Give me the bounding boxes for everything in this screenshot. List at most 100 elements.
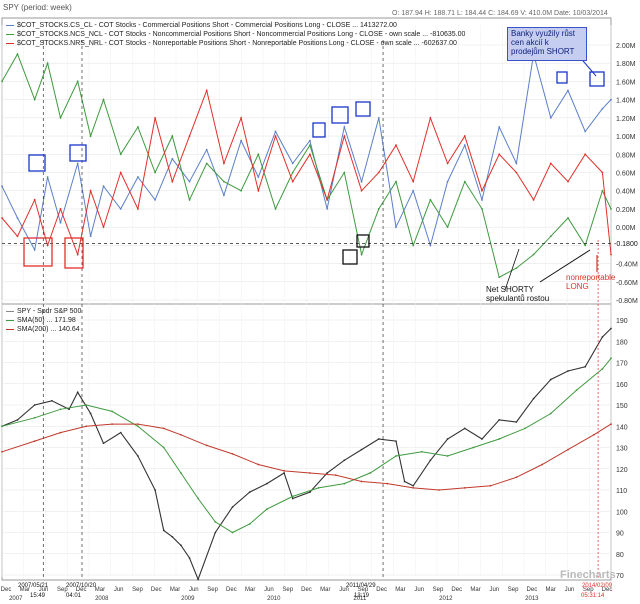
data-point [33, 416, 36, 419]
data-point [89, 189, 92, 192]
data-point [231, 531, 234, 534]
data-point [567, 217, 569, 219]
date-label-4: 2014/02/09 [582, 583, 613, 589]
y-tick-label: 130 [616, 446, 628, 453]
y-tick-label: 0.40M [616, 189, 636, 196]
x-month-label: Dec [602, 587, 613, 593]
x-month-label: Dec [301, 587, 312, 593]
data-point [59, 431, 62, 434]
data-point [524, 427, 526, 430]
x-year-label: 2009 [181, 596, 195, 602]
x-month-label: Mar [545, 587, 555, 593]
x-year-label: 2011 [353, 596, 367, 602]
data-point [463, 135, 466, 137]
data-point [377, 438, 380, 440]
data-point [472, 446, 475, 449]
data-point [515, 171, 518, 174]
time-label-2: 04:01 [66, 593, 82, 599]
data-point [16, 235, 19, 238]
data-point [188, 180, 191, 183]
data-point [317, 486, 320, 489]
data-point [154, 489, 157, 491]
highlight-box [589, 71, 605, 87]
x-month-label: Mar [170, 587, 180, 593]
data-point [46, 62, 49, 65]
data-point [223, 162, 225, 165]
data-point [446, 226, 449, 229]
data-point [231, 506, 234, 508]
data-point [515, 162, 518, 165]
data-point [549, 412, 552, 415]
x-month-label: Sep [207, 587, 218, 593]
data-point [532, 253, 535, 256]
x-year-label: 2013 [525, 596, 539, 602]
data-point [549, 116, 552, 119]
data-point [412, 486, 415, 489]
data-point [360, 480, 363, 483]
highlight-box [23, 237, 53, 267]
y-tick-label: 100 [616, 509, 628, 516]
data-point [610, 98, 612, 101]
x-month-label: Mar [20, 587, 30, 593]
highlight-box [28, 154, 46, 172]
data-point [498, 438, 501, 440]
y-tick-label: -0.60M [616, 280, 638, 287]
data-point [412, 180, 415, 183]
x-month-label: Sep [433, 587, 444, 593]
data-point [567, 89, 569, 92]
data-point [395, 180, 397, 183]
data-point [592, 433, 595, 436]
data-point [205, 444, 208, 447]
data-point [102, 226, 105, 229]
y-tick-label: 1.80M [616, 61, 636, 68]
data-point [291, 180, 294, 183]
data-point [601, 107, 604, 110]
data-point [377, 208, 380, 210]
data-point [59, 221, 62, 224]
data-point [309, 472, 311, 474]
legend-item-spy: SPY - Spdr S&P 500 [6, 307, 81, 316]
watermark: Finecharts [560, 569, 616, 581]
legend-label: SMA(200) ... 140.64 [17, 326, 80, 333]
data-point [274, 135, 277, 137]
data-point [76, 80, 79, 83]
data-point [584, 365, 587, 368]
data-point [1, 185, 3, 188]
x-month-label: Dec [151, 587, 162, 593]
data-point [463, 486, 466, 489]
data-point [360, 189, 363, 192]
data-point [420, 450, 423, 453]
data-point [231, 452, 234, 455]
data-point [33, 98, 36, 101]
x-month-label: Sep [583, 587, 594, 593]
time-label-3: 13:19 [354, 593, 370, 599]
data-point [1, 217, 3, 219]
data-point [403, 480, 406, 483]
data-point [137, 208, 139, 210]
data-point [395, 455, 397, 457]
data-point [137, 423, 139, 426]
data-point [309, 153, 311, 156]
data-point [214, 531, 217, 534]
data-point [412, 189, 415, 192]
y-tick-label: 1.20M [616, 116, 636, 123]
data-point [463, 144, 466, 147]
data-point [197, 497, 200, 500]
data-point [549, 378, 552, 381]
x-month-label: Jun [414, 587, 424, 593]
banks-note-box: Banky využily růst cen akcií k prodejům … [507, 27, 587, 61]
data-point [481, 438, 483, 440]
data-point [446, 438, 449, 440]
highlight-box [342, 249, 358, 265]
data-point [377, 171, 380, 174]
data-point [584, 153, 587, 156]
data-point [429, 198, 432, 201]
data-point [601, 336, 604, 338]
x-month-label: Sep [282, 587, 293, 593]
data-point [412, 484, 415, 487]
y-tick-label: 70 [616, 573, 624, 580]
data-point [180, 433, 182, 436]
data-point [119, 208, 122, 210]
data-point [240, 116, 243, 119]
data-point [137, 126, 139, 128]
